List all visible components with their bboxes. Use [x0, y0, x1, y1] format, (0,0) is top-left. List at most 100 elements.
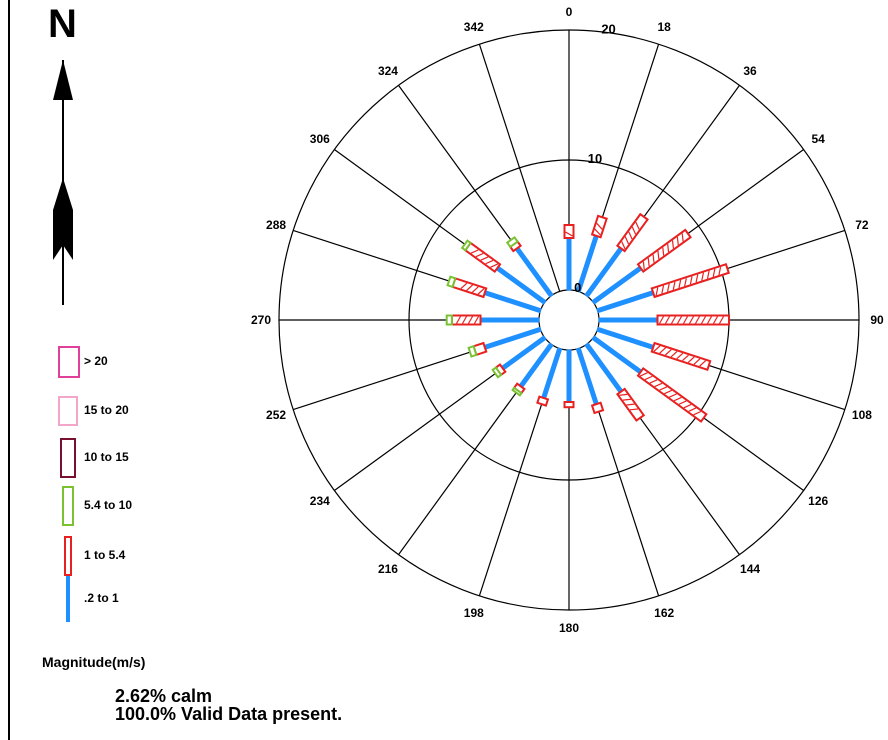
- bar-hatch: [681, 233, 684, 242]
- petal-270-2: [445, 314, 453, 326]
- bar-hatch: [693, 410, 702, 416]
- petal-216-2: [511, 386, 523, 397]
- bar-hatch: [718, 316, 725, 324]
- petal-90-0: [598, 317, 658, 323]
- bar-segment: [491, 366, 503, 379]
- petal-72-1: [650, 263, 731, 299]
- bar-hatch: [466, 284, 474, 291]
- direction-label-234: 234: [310, 494, 330, 508]
- direction-label-270: 270: [251, 313, 271, 327]
- bar-hatch: [639, 372, 648, 377]
- petal-162-1: [590, 401, 605, 415]
- bar-hatch: [683, 403, 692, 409]
- bar-hatch: [701, 272, 705, 281]
- direction-label-0: 0: [566, 5, 573, 19]
- direction-label-306: 306: [310, 132, 330, 146]
- bar-segment: [563, 400, 575, 409]
- bar-hatch: [621, 241, 626, 250]
- bar-hatch: [699, 360, 707, 367]
- valid-data-note: 100.0% Valid Data present.: [115, 704, 343, 724]
- bar-hatch: [644, 375, 653, 381]
- direction-label-18: 18: [657, 20, 671, 34]
- bar-hatch: [676, 316, 683, 324]
- petal-90-1: [656, 314, 730, 326]
- bar-hatch: [470, 249, 479, 254]
- direction-label-198: 198: [464, 606, 484, 620]
- legend-swatch: [66, 576, 70, 622]
- north-arrow-icon: [53, 60, 73, 305]
- bar-hatch: [662, 247, 665, 256]
- petal-180-0: [566, 349, 572, 403]
- direction-label-144: 144: [740, 562, 760, 576]
- bar-hatch: [658, 316, 665, 324]
- bar-hatch: [652, 254, 655, 263]
- petal-306-1: [463, 241, 502, 274]
- direction-label-36: 36: [743, 64, 757, 78]
- legend-label: .2 to 1: [84, 591, 119, 605]
- direction-label-324: 324: [378, 64, 398, 78]
- bar-hatch: [678, 400, 687, 405]
- bar-hatch: [657, 250, 660, 260]
- legend-title: Magnitude(m/s): [42, 654, 146, 670]
- bar-hatch: [664, 316, 671, 324]
- petal-18-1: [590, 214, 608, 239]
- bar-hatch: [628, 231, 633, 240]
- bar-hatch: [693, 358, 701, 365]
- bar-hatch: [635, 221, 640, 230]
- bar-hatch: [670, 316, 677, 324]
- bar-segment: [563, 224, 575, 239]
- bar-hatch: [672, 281, 676, 290]
- direction-label-216: 216: [378, 562, 398, 576]
- bar-segment: [615, 212, 649, 253]
- legend-swatch: [58, 346, 80, 378]
- bar-segment: [590, 401, 605, 415]
- bar-hatch: [673, 396, 682, 402]
- legend-label: 15 to 20: [84, 403, 129, 417]
- bar-segment: [511, 386, 523, 397]
- ring-label-0: 0: [574, 280, 581, 295]
- north-label: N: [48, 2, 77, 46]
- calm-percentage: 2.62% calm: [115, 686, 213, 706]
- legend-swatch: [58, 396, 78, 426]
- petal-54-1: [636, 228, 692, 274]
- bar-hatch: [629, 408, 639, 411]
- legend-label: > 20: [84, 354, 108, 368]
- direction-label-90: 90: [870, 313, 884, 327]
- bar-hatch: [631, 226, 637, 235]
- bar-hatch: [689, 276, 693, 285]
- bar-hatch: [687, 356, 695, 363]
- bar-hatch: [461, 316, 468, 324]
- bar-hatch: [622, 398, 631, 401]
- bar-hatch: [682, 354, 689, 362]
- legend-label: 10 to 15: [84, 450, 129, 464]
- legend-swatch: [60, 438, 76, 478]
- bar-hatch: [647, 258, 650, 267]
- direction-labels: 0 10 20 0 18 36 54 72 90 108 126 144 162 180 198 216 234…: [251, 5, 884, 635]
- direction-label-108: 108: [852, 408, 872, 422]
- bar-hatch: [460, 282, 468, 290]
- bar-hatch: [659, 347, 667, 354]
- legend-label: 5.4 to 10: [84, 498, 133, 512]
- bar-hatch: [688, 316, 695, 324]
- bar-hatch: [661, 285, 665, 294]
- bar-hatch: [654, 382, 663, 388]
- direction-label-162: 162: [654, 606, 674, 620]
- legend-swatch: [62, 486, 74, 526]
- petal-198-1: [536, 395, 550, 407]
- petal-234-2: [491, 366, 503, 379]
- direction-label-252: 252: [266, 408, 286, 422]
- bar-hatch: [477, 288, 485, 295]
- petal-270-0: [480, 317, 540, 323]
- ring-label-10: 10: [588, 151, 602, 166]
- bar-segment: [446, 275, 457, 289]
- bar-hatch: [594, 228, 601, 236]
- petal-288-1: [451, 277, 488, 299]
- direction-label-288: 288: [266, 218, 286, 232]
- bar-hatch: [670, 350, 678, 358]
- bar-hatch: [455, 316, 462, 324]
- bar-segment: [636, 366, 708, 423]
- bar-hatch: [596, 222, 603, 230]
- bar-segment: [566, 349, 572, 403]
- petal-180-1: [563, 400, 575, 409]
- bar-hatch: [684, 278, 687, 287]
